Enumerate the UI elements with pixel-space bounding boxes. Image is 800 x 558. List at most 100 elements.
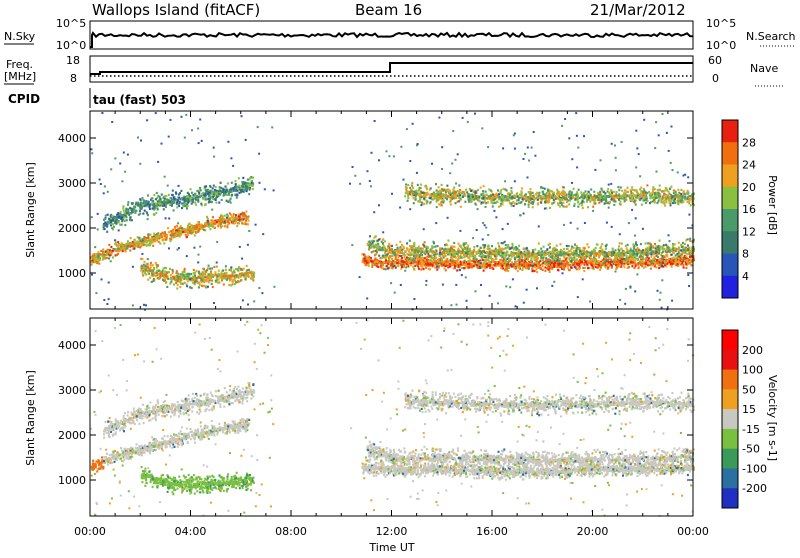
range-cell — [146, 241, 148, 243]
range-cell — [651, 264, 653, 266]
nsky-series-line — [90, 33, 693, 47]
range-cell — [403, 256, 405, 258]
range-cell — [134, 212, 136, 214]
range-cell — [653, 256, 655, 258]
range-cell — [175, 193, 177, 195]
range-cell — [403, 261, 405, 263]
range-cell — [199, 284, 201, 286]
range-cell — [170, 274, 172, 276]
range-cell — [221, 225, 223, 227]
range-cell — [194, 278, 196, 280]
range-cell — [149, 208, 151, 210]
range-cell — [387, 261, 389, 263]
range-cell — [127, 240, 129, 242]
range-cell — [147, 279, 149, 281]
range-cell — [131, 202, 133, 204]
range-cell — [115, 249, 117, 251]
range-cell — [537, 267, 539, 269]
range-cell — [398, 260, 400, 262]
range-cell — [218, 270, 220, 272]
range-cell — [219, 186, 221, 188]
range-cell — [649, 249, 651, 251]
range-cell — [501, 254, 503, 256]
range-cell — [675, 254, 677, 256]
range-cell — [630, 261, 632, 263]
range-cell — [618, 258, 620, 260]
range-cell — [401, 261, 403, 263]
range-cell — [127, 245, 129, 247]
range-cell — [144, 210, 146, 212]
range-cell — [568, 269, 570, 271]
range-cell — [190, 273, 192, 275]
range-cell — [624, 266, 626, 268]
range-cell — [168, 231, 170, 233]
range-cell — [438, 265, 440, 267]
range-cell — [171, 233, 173, 235]
range-cell — [427, 246, 429, 248]
range-cell — [92, 257, 94, 259]
range-cell — [473, 246, 475, 248]
range-cell — [153, 237, 155, 239]
range-cell — [114, 243, 116, 245]
nsearch-tick-top: 10^5 — [706, 17, 736, 30]
range-cell — [573, 247, 575, 249]
range-cell — [224, 221, 226, 223]
range-cell — [202, 198, 204, 200]
range-cell — [401, 266, 403, 268]
range-cell — [194, 201, 196, 203]
range-cell — [147, 203, 149, 205]
range-cell — [371, 251, 373, 253]
nsearch-tick-bottom: 10^0 — [706, 39, 736, 52]
range-cell — [198, 286, 200, 288]
range-cell — [488, 262, 490, 264]
range-cell — [155, 262, 157, 264]
range-cell — [127, 210, 129, 212]
range-cell — [156, 192, 158, 194]
range-cell — [222, 273, 224, 275]
range-cell — [235, 214, 237, 216]
range-cell — [524, 257, 526, 259]
range-cell — [576, 245, 578, 247]
range-cell — [207, 222, 209, 224]
date-title: 21/Mar/2012 — [590, 1, 686, 19]
range-cell — [96, 259, 98, 261]
range-cell — [456, 260, 458, 262]
range-cell — [413, 255, 415, 257]
range-cell — [625, 245, 627, 247]
range-cell — [618, 248, 620, 250]
range-cell — [660, 262, 662, 264]
range-cell — [231, 182, 233, 184]
range-cell — [241, 222, 243, 224]
range-cell — [240, 280, 242, 282]
range-cell — [486, 266, 488, 268]
range-cell — [216, 196, 218, 198]
range-cell — [129, 249, 131, 251]
range-cell — [172, 276, 174, 278]
range-cell — [246, 186, 248, 188]
range-cell — [433, 241, 435, 243]
range-cell — [228, 220, 230, 222]
range-cell — [127, 201, 129, 203]
range-cell — [403, 247, 405, 249]
range-cell — [543, 246, 545, 248]
range-cell — [566, 248, 568, 250]
range-cell — [228, 284, 230, 286]
range-cell — [601, 243, 603, 245]
range-cell — [458, 243, 460, 245]
range-cell — [590, 254, 592, 256]
range-cell — [391, 258, 393, 260]
range-cell — [201, 193, 203, 195]
range-cell — [95, 256, 97, 258]
range-cell — [561, 254, 563, 256]
range-cell — [102, 248, 104, 250]
range-cell — [203, 268, 205, 270]
range-cell — [406, 256, 408, 258]
range-cell — [145, 269, 147, 271]
range-cell — [670, 263, 672, 265]
range-cell — [409, 261, 411, 263]
range-cell — [485, 259, 487, 261]
range-cell — [155, 238, 157, 240]
range-cell — [551, 264, 553, 266]
range-cell — [391, 255, 393, 257]
range-cell — [494, 264, 496, 266]
